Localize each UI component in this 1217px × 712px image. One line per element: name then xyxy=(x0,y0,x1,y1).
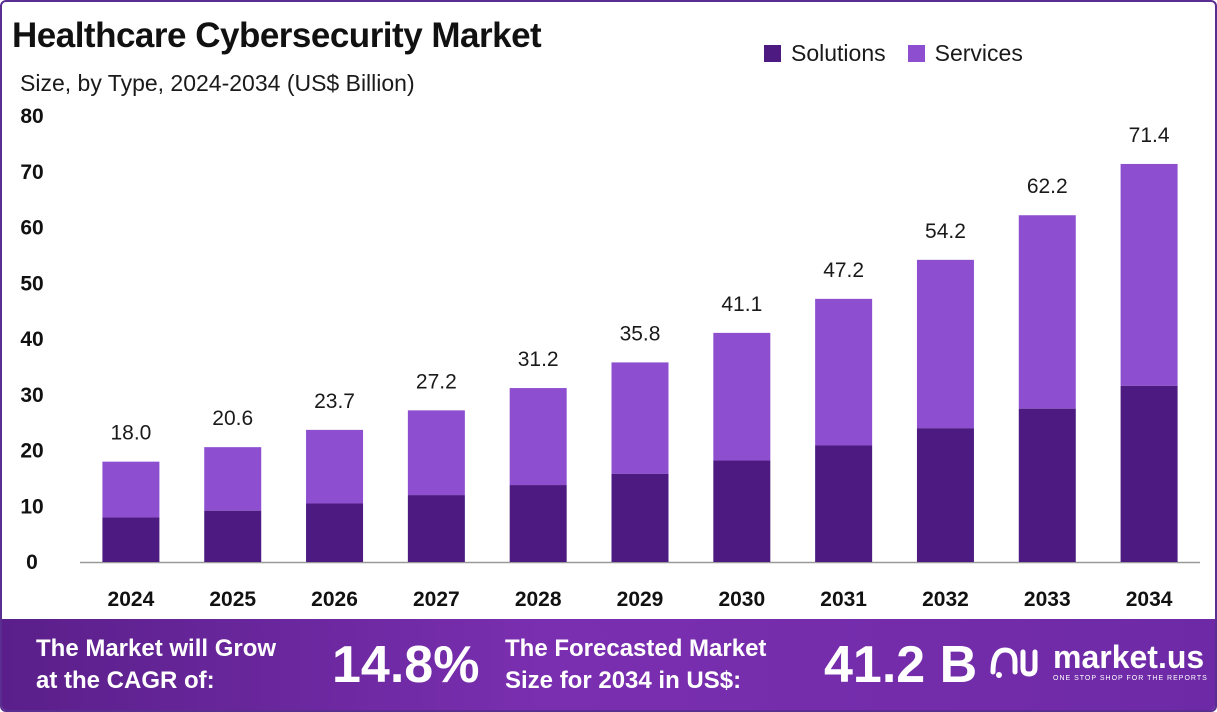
legend: Solutions Services xyxy=(764,40,1023,67)
x-tick-label: 2028 xyxy=(515,588,562,611)
bar-services xyxy=(916,259,974,429)
legend-label-services: Services xyxy=(934,40,1023,66)
bar-solutions xyxy=(1120,385,1178,562)
forecast-label: The Forecasted Market Size for 2034 in U… xyxy=(505,635,767,694)
y-tick-label: 40 xyxy=(20,328,43,351)
x-tick-label: 2026 xyxy=(311,588,358,611)
bar-total-label: 20.6 xyxy=(212,407,253,430)
legend-label-solutions: Solutions xyxy=(791,40,886,66)
bar-services xyxy=(1120,163,1178,386)
bar-services xyxy=(611,362,669,474)
y-tick-label: 60 xyxy=(20,217,43,240)
bar-solutions xyxy=(611,473,669,562)
bar-solutions xyxy=(509,485,567,562)
forecast-value: 41.2 B xyxy=(824,636,978,694)
chart-subtitle: Size, by Type, 2024-2034 (US$ Billion) xyxy=(20,70,415,96)
bar-solutions xyxy=(713,460,771,562)
y-tick-label: 10 xyxy=(20,495,43,518)
bar-services xyxy=(306,429,364,504)
bar-total-label: 18.0 xyxy=(110,422,151,445)
bar-services xyxy=(815,298,873,446)
cagr-value: 14.8% xyxy=(332,636,480,694)
bar-total-label: 41.1 xyxy=(721,293,762,316)
y-tick-label: 70 xyxy=(20,161,43,184)
legend-swatch-services xyxy=(907,45,925,62)
legend-item-solutions: Solutions xyxy=(764,40,886,67)
bar-solutions xyxy=(1018,408,1076,562)
bar-services xyxy=(407,410,465,496)
market-us-logo: market.us ONE STOP SHOP FOR THE REPORTS xyxy=(987,641,1208,682)
x-tick-label: 2029 xyxy=(617,588,664,611)
bar-total-label: 35.8 xyxy=(620,322,661,345)
bar-total-label: 23.7 xyxy=(314,390,355,413)
x-tick-label: 2034 xyxy=(1126,588,1173,611)
bar-services xyxy=(204,447,262,511)
y-tick-label: 50 xyxy=(20,272,43,295)
y-tick-label: 20 xyxy=(20,440,43,463)
bar-services xyxy=(509,388,567,486)
bar-total-label: 62.2 xyxy=(1027,175,1068,198)
x-tick-label: 2031 xyxy=(820,588,867,611)
logo-name: market.us xyxy=(1053,639,1205,675)
bar-chart: 0102030405060708018.0202420.6202523.7202… xyxy=(20,105,1200,611)
x-tick-label: 2033 xyxy=(1024,588,1071,611)
bar-solutions xyxy=(815,445,873,562)
bar-solutions xyxy=(102,517,160,562)
x-tick-label: 2025 xyxy=(209,588,256,611)
y-tick-label: 0 xyxy=(26,551,38,574)
x-tick-label: 2024 xyxy=(108,588,155,611)
y-tick-label: 80 xyxy=(20,105,43,128)
logo-tagline: ONE STOP SHOP FOR THE REPORTS xyxy=(1053,675,1208,682)
x-tick-label: 2032 xyxy=(922,588,969,611)
legend-item-services: Services xyxy=(907,40,1023,67)
market-us-logo-icon xyxy=(990,646,1038,678)
bar-solutions xyxy=(407,495,465,562)
summary-banner: The Market will Grow at the CAGR of: 14.… xyxy=(2,619,1215,710)
bar-solutions xyxy=(916,428,974,562)
cagr-label: The Market will Grow at the CAGR of: xyxy=(36,635,277,694)
bar-solutions xyxy=(204,510,262,562)
legend-swatch-solutions xyxy=(764,45,781,62)
bar-solutions xyxy=(306,503,364,562)
bar-total-label: 27.2 xyxy=(416,370,457,393)
x-tick-label: 2027 xyxy=(413,588,460,611)
bar-services xyxy=(102,461,160,518)
bar-total-label: 54.2 xyxy=(925,220,966,243)
bar-services xyxy=(713,332,771,461)
bar-total-label: 31.2 xyxy=(518,348,559,371)
bar-services xyxy=(1018,215,1076,409)
y-tick-label: 30 xyxy=(20,384,43,407)
bar-total-label: 47.2 xyxy=(823,259,864,282)
x-tick-label: 2030 xyxy=(718,588,765,611)
bar-total-label: 71.4 xyxy=(1129,124,1170,147)
chart-title: Healthcare Cybersecurity Market xyxy=(12,16,542,55)
